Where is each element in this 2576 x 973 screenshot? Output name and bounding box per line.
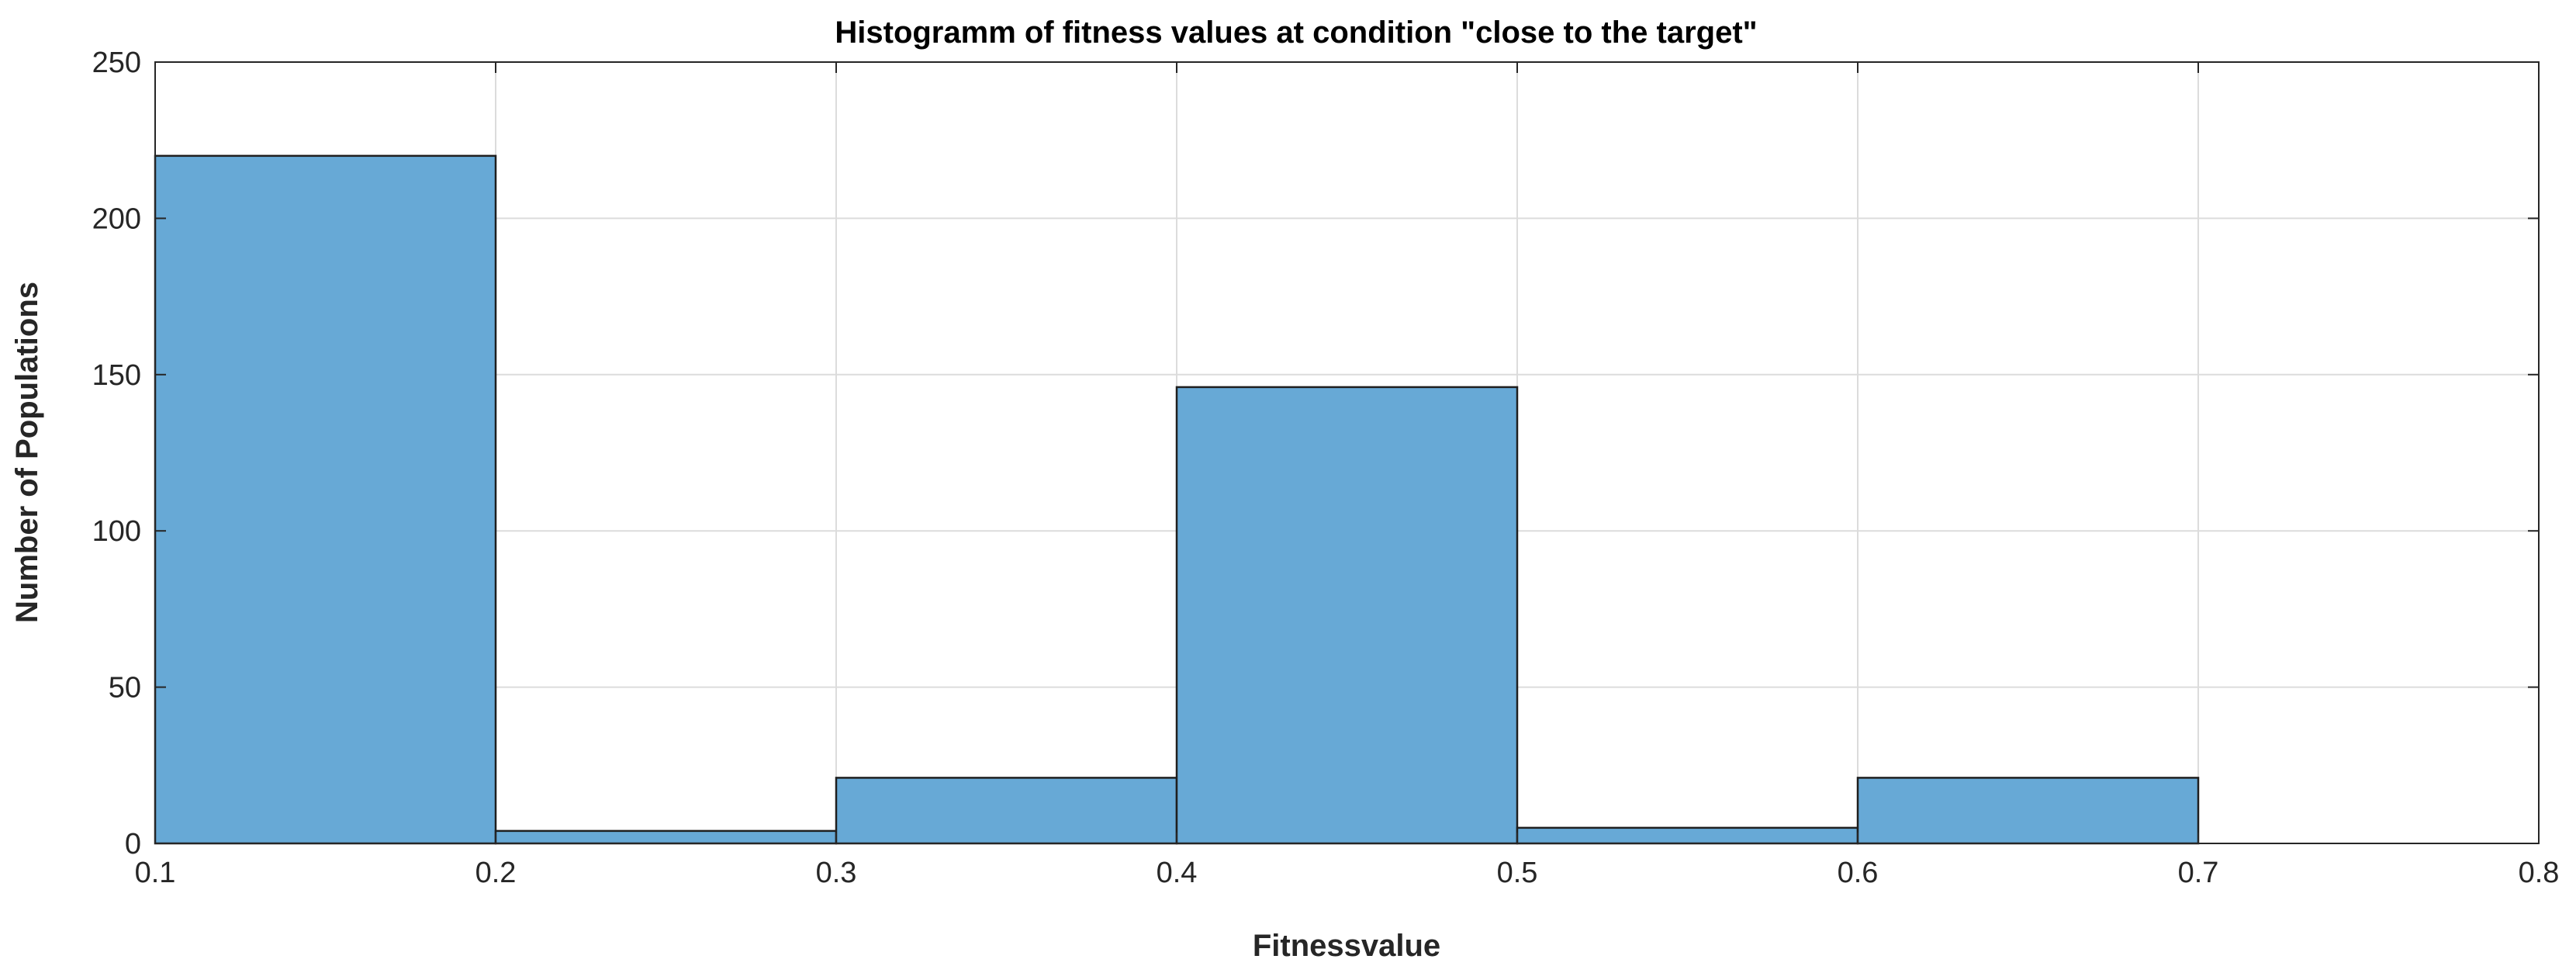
x-tick-label: 0.2 (475, 857, 517, 889)
x-axis-title: Fitnessvalue (1253, 929, 1440, 963)
y-axis-title: Number of Populations (10, 282, 44, 623)
x-tick-label: 0.3 (816, 857, 857, 889)
histogram-bar-6 (1856, 777, 2200, 845)
chart-title: Histogramm of fitness values at conditio… (835, 16, 1757, 50)
histogram-bar-3 (835, 777, 1178, 845)
y-tick-label: 100 (92, 515, 141, 548)
y-tick-label: 0 (125, 828, 141, 860)
x-tick-label: 0.7 (2178, 857, 2219, 889)
histogram-bar-2 (494, 829, 838, 845)
x-tick-label: 0.8 (2519, 857, 2560, 889)
y-tick-label: 150 (92, 359, 141, 392)
y-tick-label: 200 (92, 203, 141, 235)
histogram-bar-1 (154, 154, 497, 845)
histogram-bar-4 (1175, 386, 1519, 845)
y-tick-label: 250 (92, 47, 141, 79)
x-tick-label: 0.1 (135, 857, 176, 889)
x-tick-label: 0.5 (1497, 857, 1538, 889)
histogram-bar-5 (1516, 826, 1859, 845)
histogram-bars (154, 154, 2200, 845)
x-tick-label: 0.6 (1838, 857, 1879, 889)
x-tick-label: 0.4 (1157, 857, 1198, 889)
axis-ticks: 0.1 0.2 0.3 0.4 0.5 0.6 0.7 0.8 0 50 100 150 200 250 (92, 47, 2560, 889)
y-tick-label: 50 (109, 672, 141, 705)
plot-frame (154, 61, 2540, 844)
